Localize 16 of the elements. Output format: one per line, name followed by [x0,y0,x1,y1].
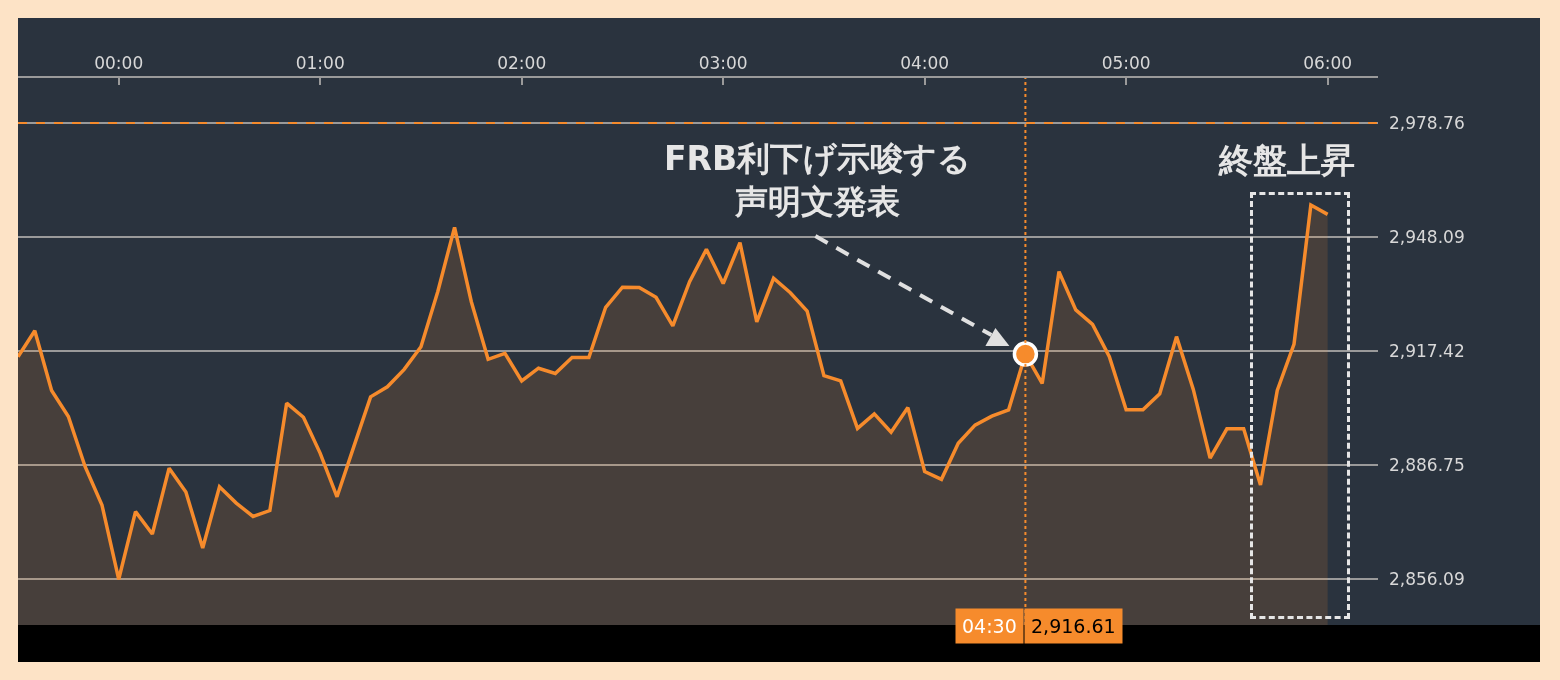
y-tick-label: 2,886.75 [1389,454,1465,475]
x-tick-label: 00:00 [94,53,144,74]
x-tick-label: 04:00 [900,53,950,74]
ref-line-label: 04:30 [962,615,1017,637]
y-tick-label: 2,856.09 [1389,568,1465,589]
x-tick-label: 05:00 [1101,53,1151,74]
x-tick-label: 06:00 [1303,53,1353,74]
y-tick-label: 2,978.76 [1389,113,1465,134]
x-tick-label: 03:00 [698,53,748,74]
y-tick-label: 2,948.09 [1389,227,1465,248]
x-tick-label: 02:00 [497,53,547,74]
y-tick-label: 2,917.42 [1389,341,1465,361]
annotation: 終盤上昇 [1218,140,1355,180]
annotation: FRB利下げ示唆する声明文発表 [664,139,972,221]
x-tick-label: 01:00 [295,53,345,74]
annotation: 2,916.61 [1031,615,1116,637]
